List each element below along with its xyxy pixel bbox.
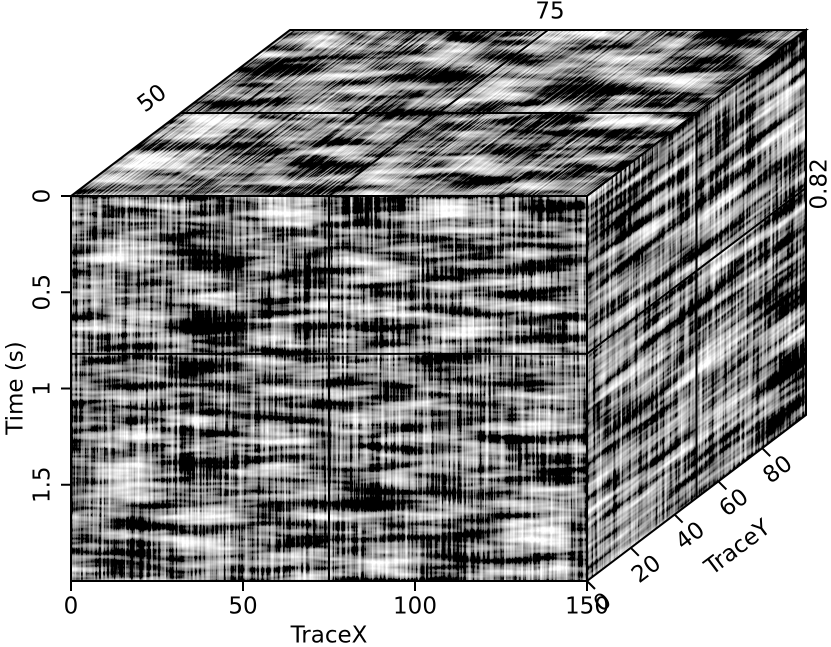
x-tick-label: 0 <box>64 594 79 620</box>
x-slice-label: 75 <box>535 0 564 25</box>
z-tick <box>586 580 596 590</box>
x-tick-label: 150 <box>565 594 609 620</box>
z-tick <box>630 547 640 557</box>
y-tick-label: 1.5 <box>30 466 56 503</box>
z-tick-label: 80 <box>758 451 797 489</box>
z-tick-label: 60 <box>715 484 754 522</box>
y-tick-label: 0.5 <box>30 274 56 311</box>
z-tick <box>717 480 728 491</box>
side-outline <box>586 27 807 584</box>
z-tick-label: 20 <box>627 550 666 588</box>
z-tick <box>673 513 684 524</box>
x-tick-label: 100 <box>393 594 437 620</box>
x-axis-label: TraceX <box>290 623 368 647</box>
z-axis-label: TraceY <box>699 514 776 581</box>
y-tick-label: 0 <box>30 189 56 204</box>
z-slice-label: 50 <box>133 79 172 117</box>
y-slice-label: 0.82 <box>807 158 831 209</box>
y-tick-label: 1 <box>30 381 56 396</box>
z-tick-label: 40 <box>671 517 710 555</box>
y-axis-label: Time (s) <box>3 341 29 436</box>
z-tick <box>761 447 771 457</box>
x-tick-label: 50 <box>228 594 257 620</box>
